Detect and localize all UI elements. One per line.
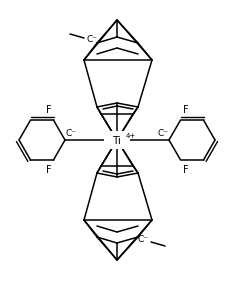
Text: C⁻: C⁻ [138, 235, 149, 244]
Text: Ti: Ti [112, 136, 121, 146]
Text: F: F [183, 105, 188, 115]
Text: 4+: 4+ [126, 133, 136, 139]
Text: C⁻: C⁻ [87, 35, 98, 44]
Text: F: F [46, 105, 51, 115]
Text: C⁻: C⁻ [157, 130, 168, 139]
Text: F: F [46, 165, 51, 175]
Text: C⁻: C⁻ [66, 130, 77, 139]
Text: F: F [183, 165, 188, 175]
FancyBboxPatch shape [104, 131, 130, 149]
